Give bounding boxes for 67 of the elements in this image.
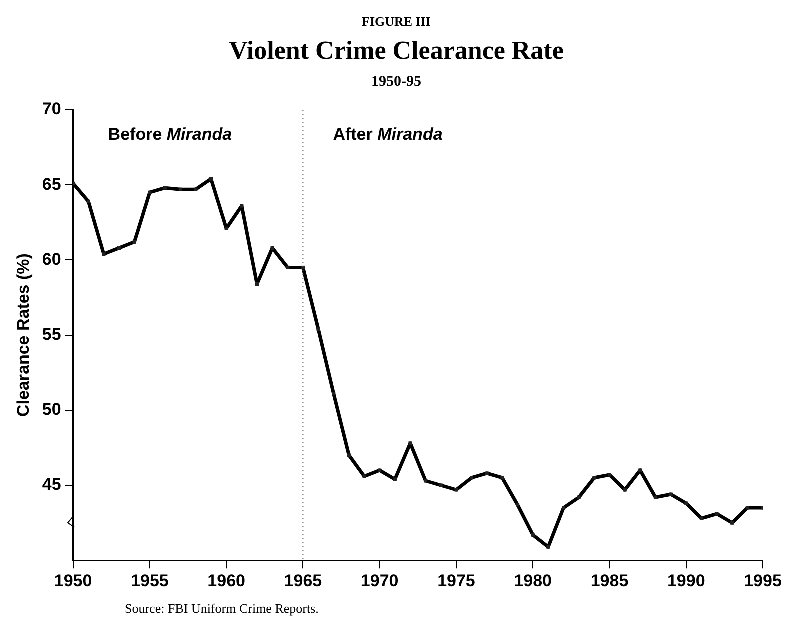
- point: [623, 488, 627, 492]
- point: [408, 442, 412, 446]
- y-tick-label: 60: [42, 250, 62, 269]
- point: [378, 468, 382, 472]
- point: [102, 252, 106, 256]
- point: [393, 478, 397, 482]
- point: [178, 188, 182, 192]
- point: [132, 240, 136, 244]
- text: FIGURE III: [361, 14, 432, 30]
- annotation: Before Miranda: [108, 125, 232, 144]
- y-tick-label: 65: [42, 174, 62, 194]
- chart-title: Violent Crime Clearance Rate: [228, 36, 565, 66]
- point: [730, 521, 734, 525]
- point: [684, 502, 688, 506]
- point: [500, 476, 504, 480]
- point: [270, 246, 274, 250]
- point: [669, 492, 673, 496]
- x-tick-label: 1985: [590, 571, 629, 590]
- point: [332, 392, 336, 396]
- point: [700, 516, 704, 520]
- x-tick-label: 1995: [744, 571, 782, 590]
- y-tick-label: 70: [42, 100, 62, 119]
- x-tick-label: 1965: [284, 571, 322, 590]
- point: [224, 226, 228, 230]
- point: [746, 506, 750, 510]
- point: [118, 246, 122, 250]
- point: [362, 474, 366, 478]
- point: [470, 476, 474, 480]
- point: [439, 484, 443, 488]
- annotation: After Miranda: [333, 125, 443, 144]
- point: [148, 190, 152, 194]
- point: [638, 468, 642, 472]
- point: [516, 503, 520, 507]
- x-tick-label: 1990: [667, 571, 706, 590]
- x-tick-label: 1970: [360, 571, 399, 590]
- x-tick-label: 1960: [208, 571, 246, 590]
- y-axis-title: Clearance Rates (%): [14, 254, 33, 418]
- point: [286, 266, 290, 270]
- point: [546, 545, 550, 549]
- point: [347, 454, 351, 458]
- point: [592, 476, 596, 480]
- point: [194, 188, 198, 192]
- chart-subtitle: 1950-95: [370, 74, 422, 91]
- point: [316, 328, 320, 332]
- point: [454, 488, 458, 492]
- x-tick-label: 1955: [131, 571, 169, 590]
- point: [577, 496, 581, 500]
- point: [240, 204, 244, 208]
- x-tick-label: 1980: [514, 571, 552, 590]
- point: [164, 186, 168, 190]
- y-tick-label: 55: [42, 324, 62, 344]
- point: [531, 533, 535, 537]
- point: [562, 506, 566, 510]
- y-tick-label: 50: [42, 400, 62, 420]
- x-tick-label: 1975: [438, 571, 476, 590]
- point: [485, 472, 489, 476]
- point: [301, 266, 305, 270]
- y-tick-label: 45: [42, 475, 62, 494]
- point: [608, 473, 612, 477]
- x-tick-label: 1950: [54, 571, 92, 590]
- point: [86, 200, 90, 204]
- point: [255, 282, 259, 286]
- source-note: Source: FBI Uniform Crime Reports.: [125, 601, 319, 617]
- point: [715, 512, 719, 516]
- point: [209, 177, 214, 181]
- point: [654, 496, 658, 500]
- point: [424, 479, 428, 483]
